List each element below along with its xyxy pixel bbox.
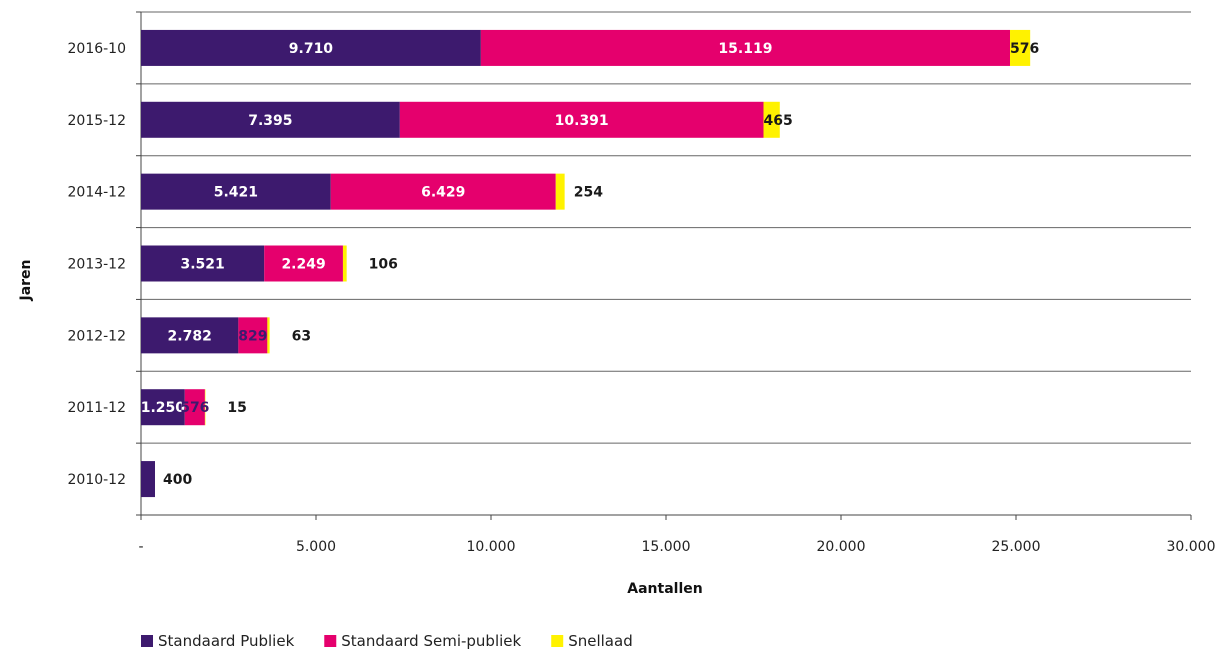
y-tick-label: 2012-12 bbox=[68, 328, 127, 344]
x-axis-title: Aantallen bbox=[627, 581, 702, 597]
data-label: 400 bbox=[163, 472, 192, 488]
legend: Standaard Publiek Standaard Semi-publiek S… bbox=[141, 632, 633, 650]
legend-swatch bbox=[551, 635, 564, 647]
bar-segment bbox=[141, 29, 481, 66]
data-label: 63 bbox=[292, 328, 311, 344]
data-label: 3.521 bbox=[180, 257, 224, 273]
data-labels: 9.710 15.119 576 7.395 10.391 465 5.421 6.429 25… bbox=[141, 41, 1040, 488]
data-label: 829 bbox=[238, 328, 267, 344]
data-label: 15.119 bbox=[718, 41, 772, 57]
bar-segment bbox=[141, 317, 239, 354]
grid-lines bbox=[141, 11, 1191, 444]
data-label: 576 bbox=[180, 400, 209, 416]
bar-segment bbox=[480, 29, 1011, 66]
legend-label: Snellaad bbox=[568, 632, 633, 650]
x-tick-label: 25.000 bbox=[992, 539, 1041, 555]
y-tick-label: 2013-12 bbox=[68, 257, 127, 273]
data-label: 1.250 bbox=[141, 400, 186, 416]
bar-segment bbox=[763, 101, 780, 138]
axes: - 5.000 10.000 15.000 20.000 25.000 30.000 2016… bbox=[68, 11, 1216, 555]
data-label: 465 bbox=[764, 113, 793, 129]
bar-segment bbox=[141, 101, 400, 138]
data-label: 9.710 bbox=[289, 41, 334, 57]
x-tick-label: - bbox=[138, 539, 143, 555]
x-tick-label: 20.000 bbox=[817, 539, 866, 555]
data-label: 106 bbox=[369, 257, 398, 273]
data-label: 7.395 bbox=[248, 113, 292, 129]
data-label: 254 bbox=[574, 185, 603, 201]
bar-segment bbox=[330, 173, 556, 210]
data-label: 576 bbox=[1010, 41, 1039, 57]
bar-segment bbox=[399, 101, 764, 138]
bar-segment bbox=[204, 389, 206, 426]
data-label: 5.421 bbox=[214, 185, 258, 201]
bar-segment bbox=[141, 461, 155, 498]
y-tick-label: 2016-10 bbox=[68, 41, 127, 57]
data-label: 2.782 bbox=[168, 328, 212, 344]
bar-segment bbox=[264, 245, 343, 282]
x-tick-label: 15.000 bbox=[642, 539, 691, 555]
bar-segment bbox=[342, 245, 347, 282]
y-tick-label: 2015-12 bbox=[68, 113, 127, 129]
legend-swatch bbox=[324, 635, 337, 647]
x-tick-label: 10.000 bbox=[467, 539, 516, 555]
bars bbox=[141, 29, 1031, 498]
bar-segment bbox=[238, 317, 268, 354]
legend-label: Standaard Publiek bbox=[158, 632, 295, 650]
legend-swatch bbox=[141, 635, 153, 647]
bar-segment bbox=[184, 389, 205, 426]
data-label: 10.391 bbox=[555, 113, 609, 129]
y-tick-label: 2011-12 bbox=[68, 400, 127, 416]
bar-segment bbox=[141, 173, 331, 210]
y-axis-title: Jaren bbox=[18, 259, 34, 301]
bar-segment bbox=[555, 173, 565, 210]
y-tick-label: 2010-12 bbox=[68, 472, 127, 488]
x-tick-label: 30.000 bbox=[1167, 539, 1216, 555]
data-label: 2.249 bbox=[281, 257, 325, 273]
data-label: 15 bbox=[227, 400, 246, 416]
bar-segment bbox=[141, 245, 265, 282]
data-label: 6.429 bbox=[421, 185, 465, 201]
bar-segment bbox=[267, 317, 270, 354]
y-tick-label: 2014-12 bbox=[68, 185, 127, 201]
legend-label: Standaard Semi-publiek bbox=[341, 632, 521, 650]
x-tick-label: 5.000 bbox=[296, 539, 336, 555]
bar-segment bbox=[141, 389, 185, 426]
bar-segment bbox=[1010, 29, 1031, 66]
